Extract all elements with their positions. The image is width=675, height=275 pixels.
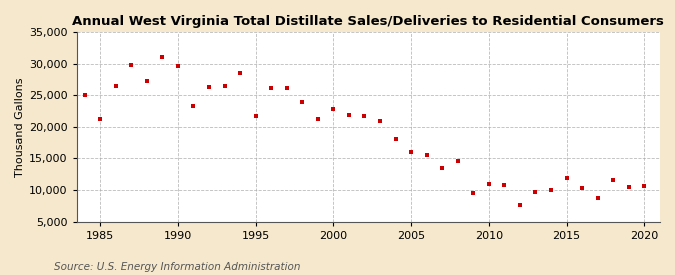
Y-axis label: Thousand Gallons: Thousand Gallons: [15, 77, 25, 177]
Text: Source: U.S. Energy Information Administration: Source: U.S. Energy Information Administ…: [54, 262, 300, 272]
Title: Annual West Virginia Total Distillate Sales/Deliveries to Residential Consumers: Annual West Virginia Total Distillate Sa…: [72, 15, 664, 28]
